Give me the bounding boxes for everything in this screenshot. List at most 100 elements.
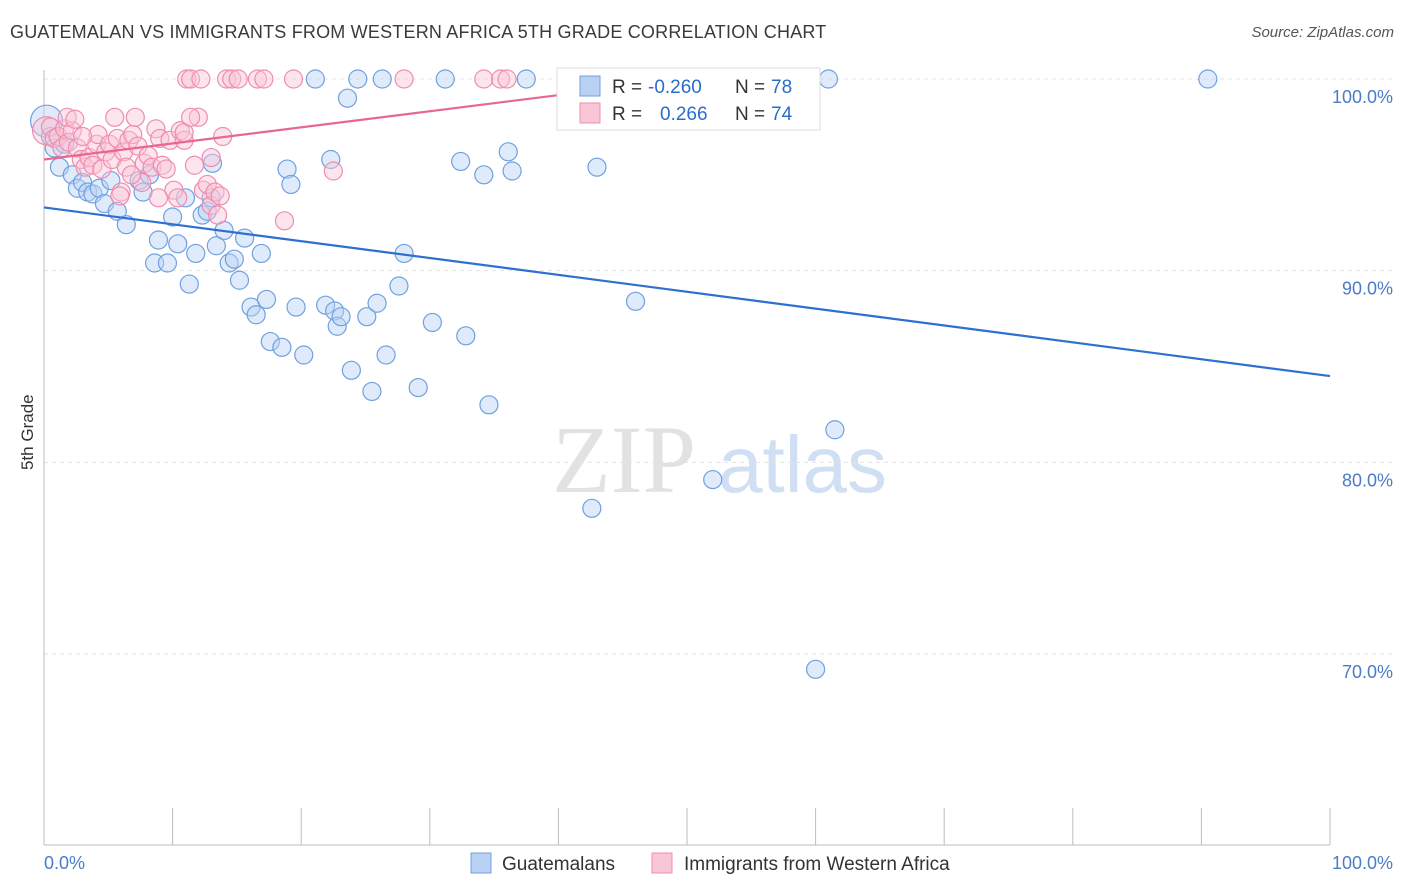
- point-western-africa-67: [72, 126, 93, 147]
- chart-title: GUATEMALAN VS IMMIGRANTS FROM WESTERN AF…: [10, 22, 827, 42]
- point-guatemalans-63: [422, 312, 442, 333]
- x-ticks: [43, 808, 1331, 845]
- point-guatemalans-14: [116, 215, 136, 235]
- legend-n-value-1: 78: [771, 77, 792, 98]
- point-western-africa-64: [497, 69, 517, 89]
- point-guatemalans-48: [321, 149, 341, 170]
- point-guatemalans-51: [331, 307, 351, 327]
- point-western-africa-68: [110, 186, 130, 206]
- point-guatemalans-70: [502, 161, 522, 181]
- point-western-africa-26: [125, 107, 145, 127]
- point-guatemalans-65: [451, 151, 471, 172]
- point-guatemalans-68: [479, 395, 499, 415]
- bottom-legend-label-western-africa: Immigrants from Western Africa: [684, 854, 950, 875]
- point-western-africa-55: [228, 69, 248, 89]
- point-western-africa-69: [121, 165, 142, 185]
- point-western-africa-62: [474, 69, 494, 89]
- point-western-africa-63: [490, 69, 511, 89]
- point-western-africa-19: [105, 107, 125, 127]
- point-western-africa-32: [146, 119, 166, 139]
- y-tick-labels: 70.0% 80.0% 90.0% 100.0%: [1332, 87, 1393, 682]
- point-guatemalans-30: [206, 236, 226, 256]
- point-guatemalans-55: [357, 307, 377, 327]
- point-western-africa-43: [184, 155, 205, 175]
- point-guatemalans-38: [251, 243, 271, 264]
- watermark-atlas: atlas: [718, 420, 887, 509]
- correlation-legend: R = -0.260 N = 78 R = 0.266 N = 74: [556, 67, 821, 131]
- point-western-africa-42: [181, 69, 201, 89]
- point-western-africa-54: [222, 69, 242, 89]
- bottom-legend-swatch-pink: [651, 852, 673, 874]
- point-guatemalans-58: [372, 69, 392, 89]
- legend-box: [556, 67, 821, 131]
- legend-n-label-1: N =: [735, 77, 765, 98]
- point-western-africa-56: [247, 69, 268, 89]
- point-guatemalans-35: [235, 228, 255, 248]
- point-guatemalans-10: [89, 178, 109, 198]
- legend-r-value-2: 0.266: [660, 104, 708, 125]
- y-tick-label-90: 90.0%: [1342, 279, 1393, 299]
- point-guatemalans-32: [219, 253, 239, 273]
- point-western-africa-60: [323, 161, 343, 181]
- point-western-africa-66: [65, 109, 85, 129]
- point-guatemalans-76: [805, 659, 826, 679]
- point-guatemalans-59: [376, 345, 396, 365]
- point-western-africa-73: [201, 147, 221, 168]
- bottom-legend: Guatemalans Immigrants from Western Afri…: [470, 852, 950, 875]
- point-guatemalans-79: [1198, 69, 1218, 89]
- bottom-legend-swatch-blue: [470, 852, 492, 874]
- point-guatemalans-40: [260, 331, 280, 352]
- point-guatemalans-39: [256, 289, 277, 310]
- point-guatemalans-45: [294, 345, 314, 365]
- watermark-zip: ZIP: [552, 406, 696, 513]
- point-western-africa-72: [181, 107, 201, 127]
- point-guatemalans-69: [498, 142, 518, 162]
- point-western-africa-3: [48, 126, 68, 147]
- point-western-africa-59: [283, 69, 304, 89]
- point-guatemalans-66: [456, 326, 476, 346]
- point-guatemalans-37: [246, 305, 266, 325]
- grid: [44, 78, 1393, 655]
- series-western-africa: [31, 69, 517, 231]
- y-tick-label-80: 80.0%: [1342, 470, 1393, 490]
- point-guatemalans-72: [582, 498, 602, 518]
- point-guatemalans-71: [516, 69, 536, 89]
- legend-swatch-pink: [579, 102, 601, 124]
- point-guatemalans-43: [281, 174, 301, 195]
- trend-lines: [43, 93, 1331, 378]
- point-guatemalans-78: [825, 420, 845, 440]
- point-western-africa-49: [205, 182, 225, 202]
- trend-line-western-africa: [43, 93, 565, 161]
- source-label: Source: ZipAtlas.com: [1251, 24, 1394, 41]
- legend-r-value-1: -0.260: [648, 77, 702, 98]
- point-guatemalans-34: [229, 270, 250, 290]
- point-guatemalans-57: [367, 293, 387, 313]
- point-guatemalans-53: [341, 360, 361, 380]
- point-guatemalans-62: [408, 377, 428, 398]
- point-guatemalans-60: [389, 276, 409, 296]
- point-guatemalans-52: [337, 88, 358, 108]
- point-guatemalans-42: [277, 159, 297, 179]
- point-western-africa-65: [57, 107, 77, 127]
- point-guatemalans-56: [362, 381, 382, 402]
- legend-r-label-1: R =: [612, 77, 642, 98]
- point-guatemalans-46: [305, 69, 325, 89]
- point-guatemalans-64: [435, 69, 455, 89]
- legend-n-value-2: 74: [771, 104, 793, 125]
- legend-n-label-2: N =: [735, 104, 765, 125]
- point-guatemalans-73: [587, 157, 607, 177]
- point-western-africa-50: [208, 205, 228, 225]
- point-guatemalans-23: [175, 188, 196, 208]
- point-guatemalans-22: [168, 234, 188, 254]
- point-guatemalans-24: [179, 274, 199, 294]
- point-guatemalans-74: [625, 291, 646, 311]
- point-western-africa-51: [210, 186, 230, 206]
- point-guatemalans-41: [272, 337, 292, 357]
- point-western-africa-0: [31, 116, 62, 146]
- y-tick-label-70: 70.0%: [1342, 662, 1393, 682]
- y-tick-label-100: 100.0%: [1332, 87, 1393, 107]
- point-western-africa-28: [132, 172, 152, 193]
- x-tick-label-min: 0.0%: [44, 853, 85, 873]
- bottom-legend-label-guatemalans: Guatemalans: [502, 854, 615, 875]
- legend-r-label-2: R =: [612, 104, 642, 125]
